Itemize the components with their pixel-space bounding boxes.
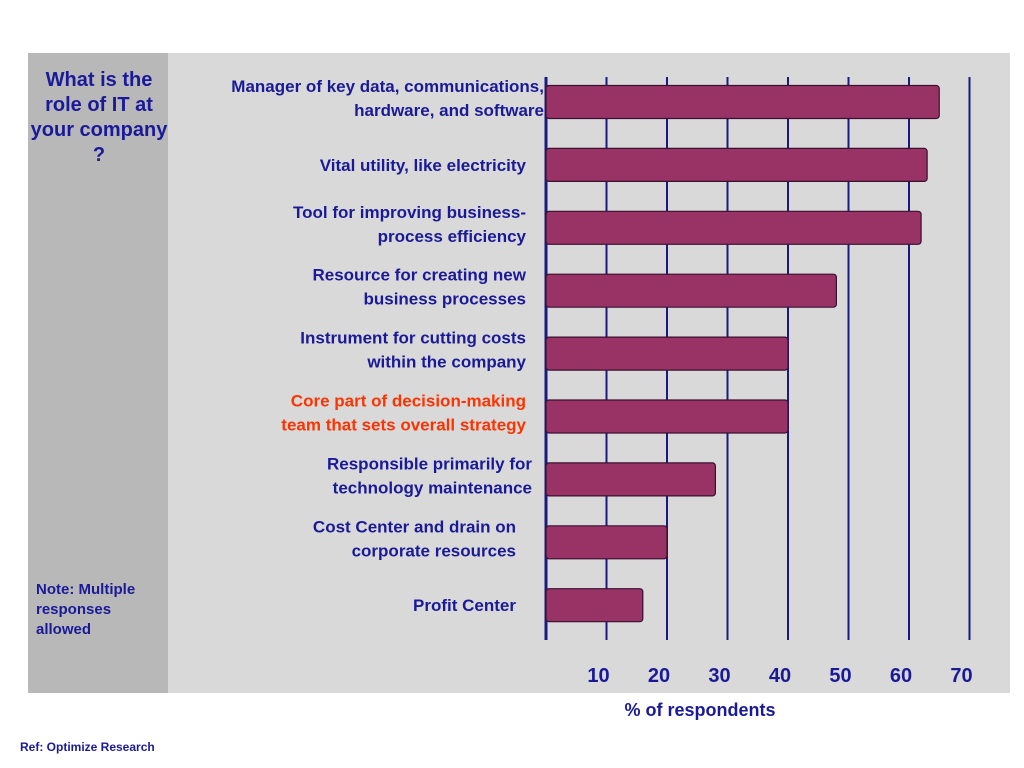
tick-label-10: 10	[587, 665, 609, 687]
tick-label-40: 40	[769, 665, 791, 687]
category-label-line: corporate resources	[352, 541, 516, 560]
category-label-line: Responsible primarily for	[327, 454, 532, 473]
category-label-line: technology maintenance	[333, 478, 532, 497]
category-label-line: process efficiency	[378, 227, 527, 246]
category-label-line: Resource for creating new	[312, 266, 526, 285]
tick-label-60: 60	[890, 665, 912, 687]
reference-text: Ref: Optimize Research	[20, 740, 155, 754]
category-label-line: Core part of decision-making	[291, 392, 526, 411]
question-heading: What is the role of IT at your company ?	[30, 69, 168, 166]
category-label-line: hardware, and software	[354, 101, 544, 120]
bars	[545, 84, 940, 623]
side-panel	[28, 53, 168, 693]
category-label-5: Core part of decision-making team that se…	[281, 392, 526, 435]
tick-label-30: 30	[708, 665, 730, 687]
category-label-line: Tool for improving business-	[293, 203, 526, 222]
tick-label-20: 20	[648, 665, 670, 687]
bar-1	[545, 147, 928, 182]
category-label-line: Profit Center	[413, 596, 516, 615]
tick-labels: 10 20 30 40 50 60 70	[587, 665, 972, 687]
category-label-line: Manager of key data, communications,	[231, 77, 544, 96]
category-label-7: Cost Center and drain on corporate resour…	[313, 517, 516, 560]
category-label-1: Vital utility, like electricity	[320, 156, 527, 175]
bar-7	[545, 525, 668, 560]
bar-4	[545, 336, 789, 371]
bar-8	[545, 588, 644, 623]
bar-6	[545, 462, 716, 497]
bar-5	[545, 399, 789, 434]
category-label-0: Manager of key data, communications, hard…	[231, 77, 544, 120]
x-axis-label: % of respondents	[624, 700, 776, 720]
note-text: Note: Multiple responses allowed	[36, 581, 136, 638]
category-label-line: business processes	[363, 290, 526, 309]
category-label-line: team that sets overall strategy	[281, 416, 526, 435]
category-label-8: Profit Center	[413, 596, 516, 615]
category-label-line: Instrument for cutting costs	[300, 329, 526, 348]
category-label-6: Responsible primarily for technology main…	[327, 454, 532, 497]
tick-label-50: 50	[829, 665, 851, 687]
category-label-line: Vital utility, like electricity	[320, 156, 527, 175]
category-label-line: within the company	[366, 353, 526, 372]
category-label-4: Instrument for cutting costs within the c…	[300, 329, 526, 372]
bar-0	[545, 84, 940, 120]
bar-2	[545, 210, 922, 245]
category-label-3: Resource for creating new business proces…	[312, 266, 526, 309]
bar-3	[545, 273, 837, 308]
category-label-line: Cost Center and drain on	[313, 517, 516, 536]
category-labels: Manager of key data, communications, hard…	[231, 77, 544, 615]
tick-label-70: 70	[950, 665, 972, 687]
category-label-2: Tool for improving business-process effi…	[293, 203, 527, 246]
